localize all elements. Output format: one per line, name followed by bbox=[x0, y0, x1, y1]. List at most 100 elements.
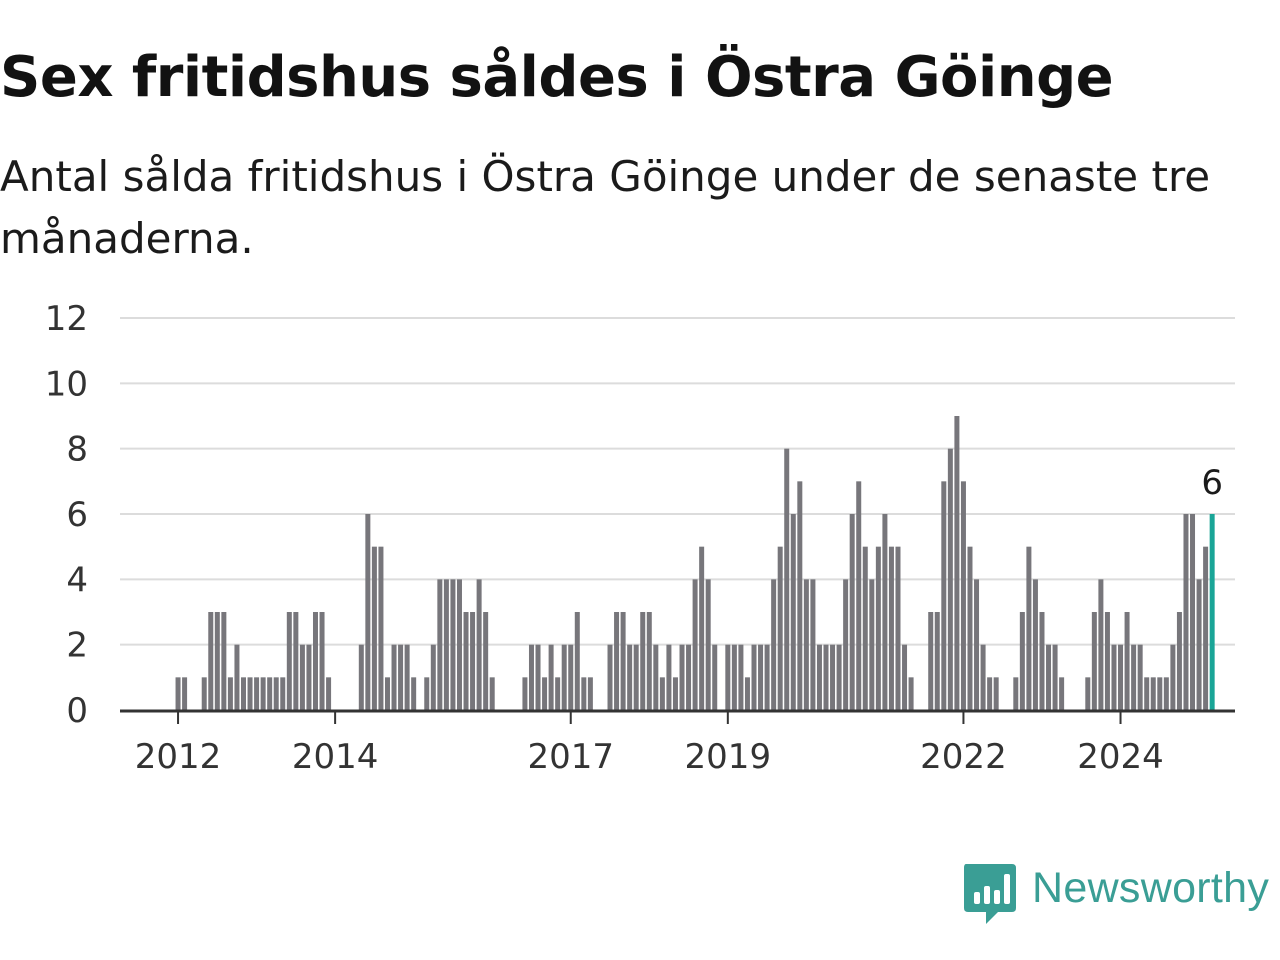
bar bbox=[384, 677, 390, 710]
bar bbox=[934, 612, 940, 710]
bar bbox=[175, 677, 181, 710]
bar bbox=[679, 644, 685, 710]
newsworthy-logo: Newsworthy bbox=[962, 862, 1280, 928]
bar bbox=[856, 481, 862, 710]
bar bbox=[640, 612, 646, 710]
bar bbox=[1111, 644, 1117, 710]
bar bbox=[830, 644, 836, 710]
x-tick-label: 2012 bbox=[135, 737, 222, 777]
bar bbox=[1137, 644, 1143, 710]
bar bbox=[574, 612, 580, 710]
bar bbox=[751, 644, 757, 710]
bar bbox=[404, 644, 410, 710]
bar bbox=[378, 546, 384, 710]
bar bbox=[836, 644, 842, 710]
y-tick-label: 10 bbox=[45, 364, 88, 404]
bar bbox=[954, 416, 960, 710]
bar bbox=[1104, 612, 1110, 710]
bar bbox=[254, 677, 260, 710]
bar bbox=[895, 546, 901, 710]
bar bbox=[1032, 579, 1038, 710]
bar bbox=[849, 514, 855, 710]
bar bbox=[614, 612, 620, 710]
bar bbox=[267, 677, 273, 710]
bar bbox=[1046, 644, 1052, 710]
bar bbox=[790, 514, 796, 710]
bar bbox=[967, 546, 973, 710]
bar bbox=[987, 677, 993, 710]
bar bbox=[201, 677, 207, 710]
x-tick-label: 2022 bbox=[920, 737, 1007, 777]
x-tick-label: 2014 bbox=[292, 737, 379, 777]
bar bbox=[725, 644, 731, 710]
x-tick-label: 2024 bbox=[1077, 737, 1164, 777]
bar bbox=[293, 612, 299, 710]
bar bbox=[1157, 677, 1163, 710]
x-tick-label: 2019 bbox=[685, 737, 772, 777]
bar bbox=[214, 612, 220, 710]
y-tick-label: 0 bbox=[66, 691, 88, 731]
bar bbox=[280, 677, 286, 710]
bar bbox=[470, 612, 476, 710]
y-tick-label: 6 bbox=[66, 495, 88, 535]
bar bbox=[980, 644, 986, 710]
bar bbox=[240, 677, 246, 710]
bar bbox=[869, 579, 875, 710]
bar bbox=[928, 612, 934, 710]
bar bbox=[1098, 579, 1104, 710]
bar bbox=[784, 448, 790, 710]
bar bbox=[365, 514, 371, 710]
bar bbox=[581, 677, 587, 710]
bar bbox=[548, 644, 554, 710]
highlight-value-label: 6 bbox=[1201, 463, 1223, 503]
y-tick-label: 4 bbox=[66, 560, 88, 600]
bar bbox=[620, 612, 626, 710]
bar bbox=[1190, 514, 1196, 710]
bar bbox=[797, 481, 803, 710]
bar bbox=[1091, 612, 1097, 710]
bar bbox=[823, 644, 829, 710]
bar bbox=[463, 612, 469, 710]
bar bbox=[705, 579, 711, 710]
bar bbox=[476, 579, 482, 710]
bar bbox=[699, 546, 705, 710]
bar bbox=[1144, 677, 1150, 710]
bar bbox=[555, 677, 561, 710]
bar bbox=[1131, 644, 1137, 710]
bar bbox=[227, 677, 233, 710]
bar bbox=[234, 644, 240, 710]
bar bbox=[692, 579, 698, 710]
bar-chart: 0 2 4 6 8 10 12 2012 2014 2017 2019 2022 2024 6 bbox=[45, 299, 1235, 777]
bar bbox=[371, 546, 377, 710]
bar bbox=[450, 579, 456, 710]
bar bbox=[286, 612, 292, 710]
bar bbox=[1013, 677, 1019, 710]
y-tick-label: 2 bbox=[66, 626, 88, 666]
bar bbox=[882, 514, 888, 710]
bar bbox=[561, 644, 567, 710]
bar bbox=[947, 448, 953, 710]
highlight-bar bbox=[1209, 514, 1215, 710]
bar bbox=[686, 644, 692, 710]
bar bbox=[312, 612, 318, 710]
y-tick-label: 8 bbox=[66, 430, 88, 470]
bar bbox=[358, 644, 364, 710]
bar bbox=[528, 644, 534, 710]
bar bbox=[941, 481, 947, 710]
bar bbox=[391, 644, 397, 710]
bar bbox=[535, 644, 541, 710]
bar bbox=[1039, 612, 1045, 710]
bar bbox=[299, 644, 305, 710]
bar bbox=[744, 677, 750, 710]
bar bbox=[483, 612, 489, 710]
bar bbox=[542, 677, 548, 710]
bar bbox=[568, 644, 574, 710]
bar bbox=[659, 677, 665, 710]
bar bbox=[777, 546, 783, 710]
bar bbox=[1170, 644, 1176, 710]
bar bbox=[398, 644, 404, 710]
bar bbox=[1203, 546, 1209, 710]
bar bbox=[875, 546, 881, 710]
x-tick-label: 2017 bbox=[527, 737, 614, 777]
bar bbox=[908, 677, 914, 710]
